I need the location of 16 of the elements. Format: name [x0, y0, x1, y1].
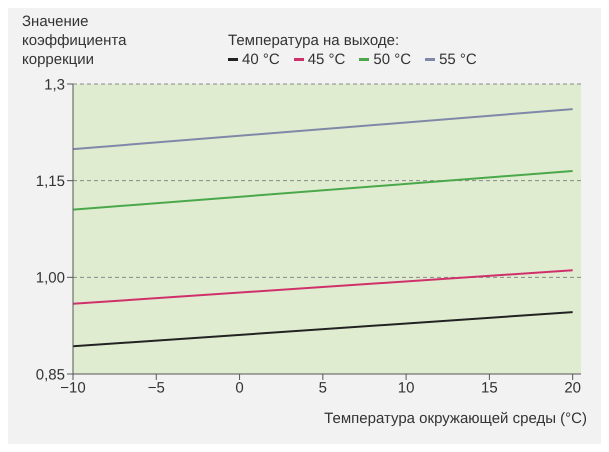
y-tick-label: 1,3: [44, 76, 65, 94]
x-axis-title: Температура окружающей среды (°C): [324, 410, 587, 427]
legend-title: Температура на выходе:: [228, 31, 400, 50]
x-tick-label: 5: [318, 380, 328, 397]
y-tick-label: 1,00: [36, 270, 65, 287]
x-tick-label: 0: [235, 380, 244, 397]
legend-label: 50 °C: [372, 50, 412, 69]
x-tick-label: −5: [148, 380, 165, 397]
legend-label: 55 °C: [438, 50, 477, 69]
y-axis-title: Значение коэффициента коррекции: [22, 12, 128, 69]
legend-label: 40 °C: [241, 50, 280, 69]
x-tick-label: 20: [564, 380, 582, 397]
x-tick-label: 15: [481, 380, 498, 397]
x-tick-label: 10: [398, 380, 414, 397]
y-tick-label: 1,15: [36, 172, 65, 190]
legend-label: 45 °C: [306, 50, 346, 69]
